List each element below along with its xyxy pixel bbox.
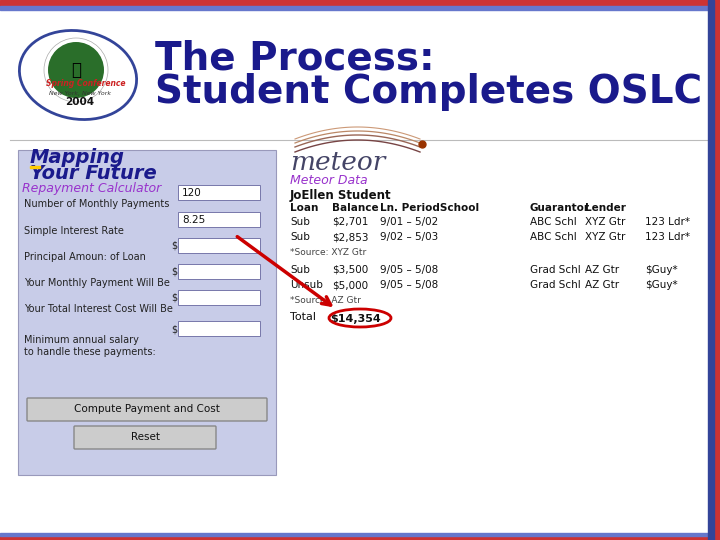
Bar <box>0 0 720 6</box>
Text: Principal Amoun: of Loan: Principal Amoun: of Loan <box>24 252 146 262</box>
Text: AZ Gtr: AZ Gtr <box>585 265 619 275</box>
Text: $14,354: $14,354 <box>330 314 381 324</box>
Bar <box>0 6 720 10</box>
Text: $: $ <box>171 267 177 277</box>
Text: *Source: AZ Gtr: *Source: AZ Gtr <box>290 296 361 305</box>
Text: XYZ Gtr: XYZ Gtr <box>585 232 626 242</box>
Text: Minimum annual salary
to handle these payments:: Minimum annual salary to handle these pa… <box>24 335 156 356</box>
Text: 8.25: 8.25 <box>182 215 205 225</box>
Text: Sub: Sub <box>290 265 310 275</box>
Text: $: $ <box>171 324 177 334</box>
FancyBboxPatch shape <box>27 398 267 421</box>
Text: $3,500: $3,500 <box>332 265 368 275</box>
Bar <box>178 264 260 279</box>
Bar <box>178 185 260 200</box>
Text: Lender: Lender <box>585 203 626 213</box>
Text: ABC Schl: ABC Schl <box>530 232 577 242</box>
Text: 9/02 – 5/03: 9/02 – 5/03 <box>380 232 438 242</box>
Text: $2,853: $2,853 <box>332 232 369 242</box>
Text: Repayment Calculator: Repayment Calculator <box>22 182 161 195</box>
Bar <box>708 0 714 540</box>
Text: 2004: 2004 <box>66 97 94 107</box>
Text: Reset: Reset <box>130 433 160 442</box>
Text: 9/05 – 5/08: 9/05 – 5/08 <box>380 280 438 290</box>
Text: 123 Ldr*: 123 Ldr* <box>645 217 690 227</box>
Text: Simple Interest Rate: Simple Interest Rate <box>24 226 124 236</box>
Text: Meteor Data: Meteor Data <box>290 174 368 187</box>
Text: Loan: Loan <box>290 203 318 213</box>
Text: Unsub: Unsub <box>290 280 323 290</box>
Bar <box>178 321 260 336</box>
Circle shape <box>44 38 108 102</box>
Bar <box>714 0 720 540</box>
Text: Balance: Balance <box>332 203 379 213</box>
Text: Your Future: Your Future <box>30 164 157 183</box>
Circle shape <box>48 42 104 98</box>
Text: Sub: Sub <box>290 217 310 227</box>
Bar <box>178 290 260 305</box>
Bar <box>178 212 260 227</box>
Text: Your Total Interest Cost Will Be: Your Total Interest Cost Will Be <box>24 304 173 314</box>
Text: JoEllen Student: JoEllen Student <box>290 189 392 202</box>
Text: The Process:: The Process: <box>155 40 435 78</box>
Text: $2,701: $2,701 <box>332 217 369 227</box>
FancyArrow shape <box>30 166 40 168</box>
Bar <box>0 10 714 140</box>
Text: 9/05 – 5/08: 9/05 – 5/08 <box>380 265 438 275</box>
Text: Your Monthly Payment Will Be: Your Monthly Payment Will Be <box>24 278 170 288</box>
Text: AZ Gtr: AZ Gtr <box>585 280 619 290</box>
Text: 123 Ldr*: 123 Ldr* <box>645 232 690 242</box>
Text: *Source: XYZ Gtr: *Source: XYZ Gtr <box>290 248 366 257</box>
Text: 120: 120 <box>182 188 202 198</box>
Bar <box>178 238 260 253</box>
Text: XYZ Gtr: XYZ Gtr <box>585 217 626 227</box>
Text: Total: Total <box>290 312 316 322</box>
Text: $: $ <box>171 293 177 303</box>
FancyBboxPatch shape <box>74 426 216 449</box>
Text: Grad Schl: Grad Schl <box>530 265 581 275</box>
Bar <box>0 536 720 540</box>
Text: Grad Schl: Grad Schl <box>530 280 581 290</box>
Text: New York, New York: New York, New York <box>49 91 111 96</box>
Text: Number of Monthly Payments: Number of Monthly Payments <box>24 199 169 209</box>
Text: Student Completes OSLC: Student Completes OSLC <box>155 73 702 111</box>
Text: $Guy*: $Guy* <box>645 280 678 290</box>
Text: Mapping: Mapping <box>30 148 125 167</box>
Text: 9/01 – 5/02: 9/01 – 5/02 <box>380 217 438 227</box>
Text: $5,000: $5,000 <box>332 280 368 290</box>
Text: $Guy*: $Guy* <box>645 265 678 275</box>
Text: Compute Payment and Cost: Compute Payment and Cost <box>74 404 220 415</box>
Text: meteor: meteor <box>290 150 385 175</box>
Text: Sub: Sub <box>290 232 310 242</box>
Text: ABC Schl: ABC Schl <box>530 217 577 227</box>
Text: Guarantor: Guarantor <box>530 203 590 213</box>
Text: Spring Conference: Spring Conference <box>46 78 126 87</box>
Text: 🌳: 🌳 <box>71 61 81 79</box>
Text: $: $ <box>171 241 177 251</box>
Text: Ln. PeriodSchool: Ln. PeriodSchool <box>380 203 479 213</box>
Bar <box>0 533 720 536</box>
Bar <box>18 150 276 475</box>
